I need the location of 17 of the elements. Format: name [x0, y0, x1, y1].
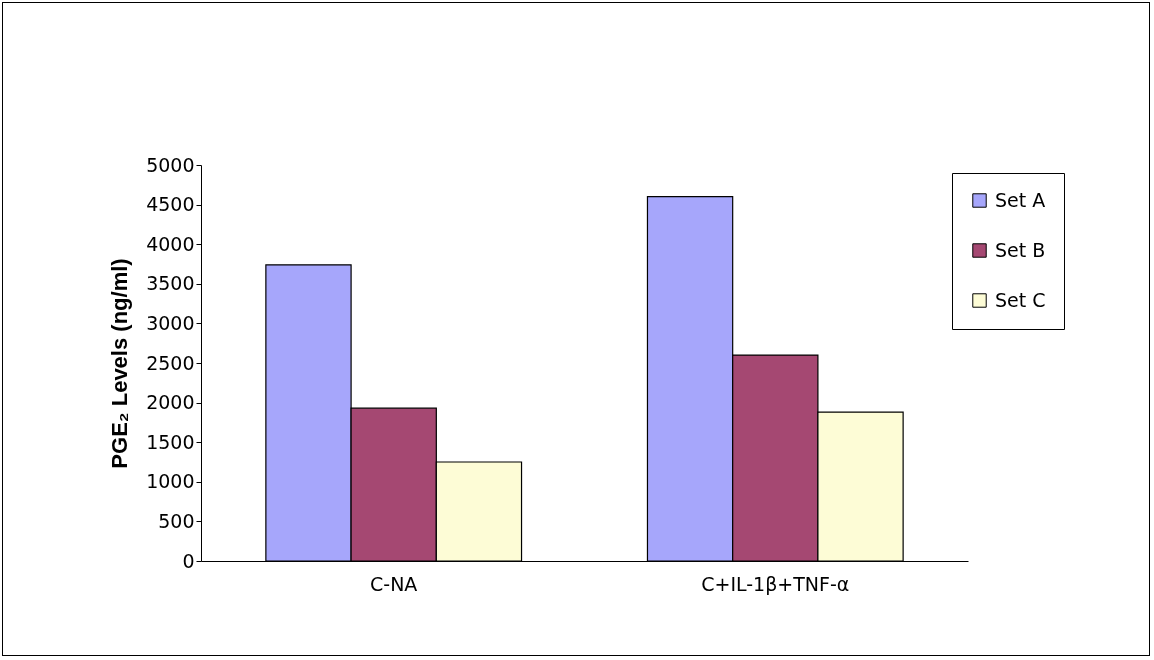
y-tick-label: 2500: [146, 351, 195, 374]
y-tick-label: 500: [158, 509, 195, 532]
y-tick-label: 2000: [146, 391, 195, 414]
y-axis-title: PGE₂ Levels (ng/ml): [107, 258, 133, 469]
y-tick-label: 4000: [146, 232, 195, 255]
legend-label: Set B: [995, 238, 1046, 261]
y-tick-label: 4500: [146, 193, 195, 216]
legend-label: Set A: [995, 188, 1046, 211]
x-tick-label: C-NA: [370, 572, 418, 595]
x-tick-label: C+IL-1β+TNF-α: [701, 572, 850, 595]
y-tick-label: 1000: [146, 470, 195, 493]
y-tick-label: 3500: [146, 272, 195, 295]
legend-label: Set C: [995, 288, 1046, 311]
y-tick-label: 3000: [146, 311, 195, 334]
y-tick-label: 1500: [146, 430, 195, 453]
y-tick-label: 0: [182, 549, 195, 572]
y-tick-label: 5000: [146, 153, 195, 176]
